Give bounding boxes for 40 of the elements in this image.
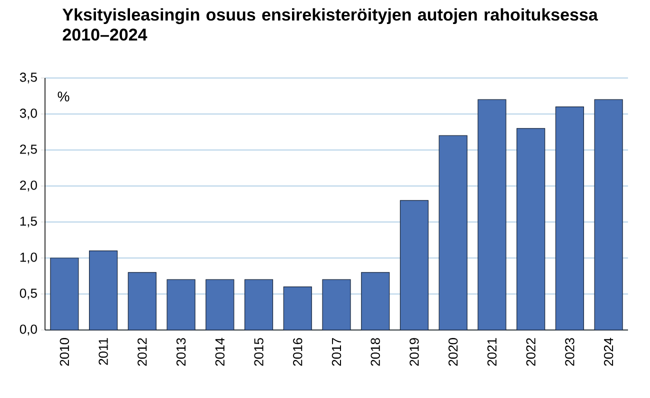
x-tick-label: 2018 xyxy=(370,338,380,366)
bar xyxy=(594,99,623,330)
x-tick-label: 2022 xyxy=(526,338,536,366)
bar xyxy=(206,279,234,330)
bar xyxy=(478,99,506,330)
x-tick-label: 2010 xyxy=(60,338,70,366)
x-tick-label: 2024 xyxy=(604,338,614,366)
bar xyxy=(516,128,546,330)
x-tick-label: 2014 xyxy=(215,338,225,366)
x-tick-label: 2013 xyxy=(176,338,186,366)
y-axis-title: % xyxy=(58,92,70,102)
bar xyxy=(361,272,390,330)
bar xyxy=(555,106,584,330)
y-tick-label: 3,5 xyxy=(20,72,37,84)
x-tick-label: 2012 xyxy=(138,338,147,366)
bar xyxy=(244,279,274,330)
x-tick-label: 2011 xyxy=(98,338,108,365)
x-tick-label: 2023 xyxy=(565,338,574,366)
bar xyxy=(400,200,429,330)
y-tick-label: 0,0 xyxy=(20,324,37,336)
y-tick-label: 2,5 xyxy=(20,144,37,156)
bar xyxy=(322,279,351,330)
bar xyxy=(128,272,156,330)
y-tick-label: 3,0 xyxy=(20,108,37,120)
bar xyxy=(50,258,79,330)
x-tick-label: 2015 xyxy=(254,338,264,366)
bar xyxy=(438,135,468,330)
bar xyxy=(89,250,118,330)
x-tick-label: 2016 xyxy=(293,338,302,366)
x-tick-label: 2017 xyxy=(332,338,342,366)
x-tick-label: 2020 xyxy=(448,338,458,366)
y-tick-label: 1,5 xyxy=(20,216,37,228)
bar xyxy=(166,279,196,330)
chart-title: Yksityisleasingin osuus ensirekisteröityjen autojen rahoituksessa 2010–2024 xyxy=(62,8,598,41)
x-tick-label: 2021 xyxy=(487,338,497,366)
y-tick-label: 2,0 xyxy=(20,180,37,192)
bar xyxy=(283,286,312,330)
y-tick-label: 0,5 xyxy=(20,288,37,300)
y-tick-label: 1,0 xyxy=(20,252,37,264)
x-tick-label: 2019 xyxy=(410,338,419,366)
